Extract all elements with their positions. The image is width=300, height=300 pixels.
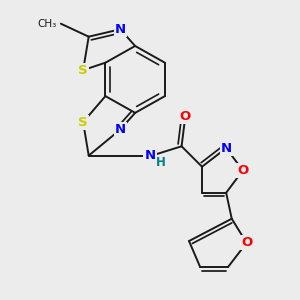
Text: O: O: [237, 164, 248, 177]
Text: S: S: [78, 116, 88, 129]
Text: O: O: [180, 110, 191, 123]
Text: O: O: [241, 236, 252, 249]
Text: N: N: [115, 23, 126, 36]
Text: S: S: [78, 64, 88, 76]
Text: CH₃: CH₃: [38, 19, 57, 29]
Text: H: H: [156, 156, 166, 169]
Text: N: N: [144, 149, 156, 162]
Text: N: N: [115, 123, 126, 136]
Text: N: N: [220, 142, 232, 154]
